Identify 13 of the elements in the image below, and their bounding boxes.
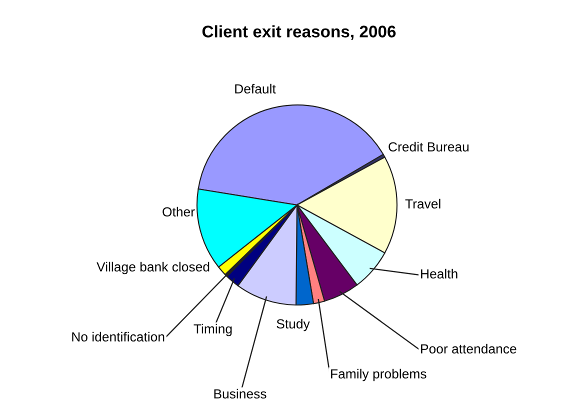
- slice-label: Study: [276, 318, 310, 332]
- slice-label: Poor attendance: [421, 344, 516, 354]
- slice-label: No identification: [72, 332, 164, 342]
- slice-label: Default: [235, 84, 276, 94]
- chart-title: Client exit reasons, 2006: [202, 25, 396, 40]
- slice-label: Health: [421, 268, 458, 279]
- slice-label: Timing: [194, 324, 232, 336]
- slice-label: Other: [162, 206, 195, 217]
- slice-label: Credit Bureau: [388, 142, 469, 152]
- slice-label: Village bank closed: [96, 262, 210, 274]
- slice-label: Travel: [405, 198, 440, 209]
- slice-label: Business: [214, 388, 266, 399]
- slice-label: Family problems: [331, 368, 426, 382]
